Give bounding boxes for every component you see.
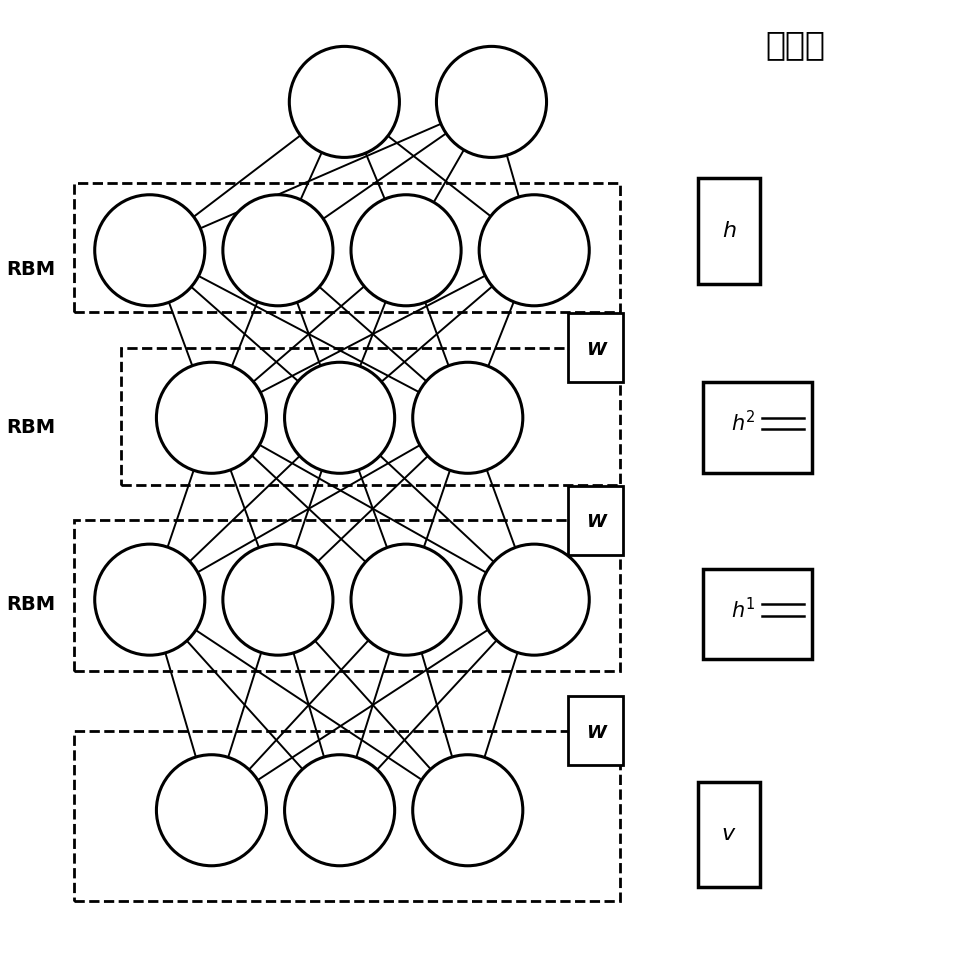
Text: RBM: RBM xyxy=(7,260,56,279)
Text: W: W xyxy=(586,513,605,531)
Text: RBM: RBM xyxy=(7,595,56,614)
Bar xyxy=(568,486,624,555)
Bar xyxy=(703,382,811,473)
Text: W: W xyxy=(586,724,605,742)
Circle shape xyxy=(285,362,395,473)
Text: $\mathit{h}$: $\mathit{h}$ xyxy=(721,221,736,241)
Text: W: W xyxy=(586,341,605,359)
Circle shape xyxy=(351,544,461,655)
Circle shape xyxy=(413,755,523,866)
Text: $\mathit{h}^{1}$: $\mathit{h}^{1}$ xyxy=(731,596,755,622)
Circle shape xyxy=(95,195,205,306)
Circle shape xyxy=(479,195,589,306)
Text: 输出数: 输出数 xyxy=(765,28,825,61)
Circle shape xyxy=(95,544,205,655)
Bar xyxy=(74,183,620,313)
Circle shape xyxy=(351,195,461,306)
Circle shape xyxy=(479,544,589,655)
Circle shape xyxy=(289,46,399,157)
Text: $\mathit{h}^{2}$: $\mathit{h}^{2}$ xyxy=(731,410,755,435)
Bar xyxy=(74,731,620,901)
Circle shape xyxy=(285,755,395,866)
Circle shape xyxy=(437,46,547,157)
Circle shape xyxy=(223,544,333,655)
Bar xyxy=(703,568,811,660)
Circle shape xyxy=(413,362,523,473)
Bar xyxy=(568,314,624,382)
Circle shape xyxy=(223,195,333,306)
Bar xyxy=(698,781,760,887)
Bar xyxy=(568,696,624,765)
Circle shape xyxy=(156,755,266,866)
Bar xyxy=(698,179,760,284)
Text: RBM: RBM xyxy=(7,418,56,437)
Bar xyxy=(122,348,620,485)
Circle shape xyxy=(156,362,266,473)
Text: $\mathit{v}$: $\mathit{v}$ xyxy=(721,825,737,844)
Bar xyxy=(74,520,620,671)
